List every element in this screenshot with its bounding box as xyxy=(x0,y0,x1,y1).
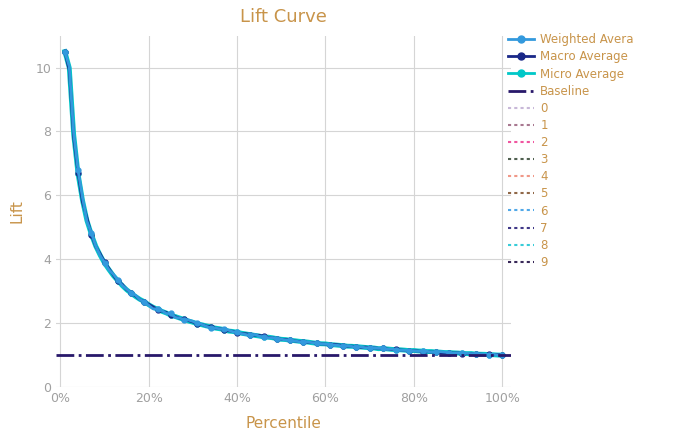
Legend: Weighted Avera, Macro Average, Micro Average, Baseline, 0, 1, 2, 3, 4, 5, 6, 7, : Weighted Avera, Macro Average, Micro Ave… xyxy=(503,28,638,274)
Y-axis label: Lift: Lift xyxy=(9,199,25,223)
Title: Lift Curve: Lift Curve xyxy=(240,8,327,26)
X-axis label: Percentile: Percentile xyxy=(246,416,321,431)
